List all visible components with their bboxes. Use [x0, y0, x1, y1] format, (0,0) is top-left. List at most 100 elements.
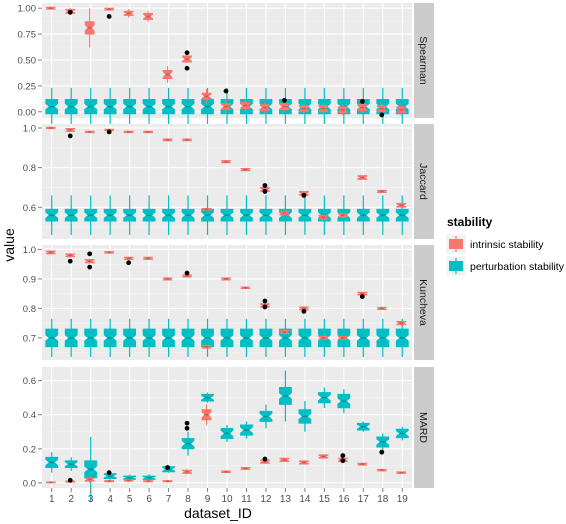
intrinsic-box-5 [123, 9, 134, 18]
intrinsic-box-7 [162, 138, 173, 142]
intrinsic-box-4 [104, 470, 115, 483]
perturbation-box-14 [298, 195, 312, 236]
outlier-point [87, 264, 93, 270]
intrinsic-box-10 [221, 277, 231, 281]
perturbation-box-2 [64, 318, 78, 358]
intrinsic-box-15 [318, 103, 329, 114]
facet-strip [414, 124, 434, 239]
perturbation-box-3 [84, 318, 98, 358]
intrinsic-box-8 [182, 138, 192, 142]
facet-strip [414, 367, 434, 488]
perturbation-box-5 [123, 195, 137, 236]
outlier-point [184, 425, 190, 431]
outlier-point [184, 420, 190, 426]
perturbation-box-4 [103, 318, 117, 358]
x-tick-label: 7 [166, 494, 172, 505]
intrinsic-box-19 [396, 104, 407, 115]
perturbation-box-11 [240, 195, 253, 236]
intrinsic-box-12 [260, 101, 270, 114]
outlier-point [223, 88, 229, 94]
perturbation-box-2 [64, 457, 78, 471]
intrinsic-box-6 [143, 130, 154, 134]
outlier-point [282, 97, 287, 103]
x-axis-label: dataset_ID [184, 505, 252, 521]
perturbation-box-6 [142, 318, 156, 358]
intrinsic-box-3 [84, 476, 95, 483]
intrinsic-box-1 [45, 481, 56, 484]
intrinsic-box-2 [65, 127, 76, 139]
intrinsic-box-18 [376, 103, 387, 118]
legend-label: intrinsic stability [470, 239, 544, 251]
perturbation-box-5 [123, 318, 137, 358]
x-tick-label: 5 [127, 494, 133, 505]
perturbation-box-4 [103, 87, 117, 126]
facet-strip [414, 245, 434, 360]
intrinsic-box-11 [240, 466, 251, 470]
y-tick-label: 0.6 [23, 203, 36, 214]
intrinsic-box-3 [84, 8, 95, 48]
perturbation-box-16 [337, 389, 351, 414]
intrinsic-box-8 [182, 420, 192, 475]
intrinsic-box-8 [182, 270, 192, 278]
perturbation-box-6 [142, 474, 156, 482]
facet-strip-label: Spearman [417, 36, 429, 85]
intrinsic-box-18 [376, 306, 387, 310]
y-tick-label: 0.8 [23, 163, 36, 174]
perturbation-box-9 [201, 318, 214, 358]
intrinsic-box-7 [162, 465, 173, 483]
outlier-point [340, 458, 346, 464]
perturbation-box-1 [45, 87, 59, 126]
x-tick-label: 9 [205, 494, 211, 505]
outlier-point [106, 129, 112, 135]
outlier-point [67, 477, 73, 483]
outlier-point [67, 9, 73, 15]
intrinsic-box-17 [357, 99, 368, 113]
intrinsic-box-13 [279, 97, 290, 112]
outlier-point [340, 453, 346, 459]
facet-jaccard: 0.6 0.8 1.0 Jaccard [23, 123, 434, 239]
intrinsic-box-12 [260, 298, 270, 310]
x-tick-label: 16 [338, 494, 350, 505]
perturbation-box-8 [181, 431, 195, 456]
perturbation-box-10 [220, 424, 234, 442]
perturbation-box-18 [376, 318, 390, 358]
perturbation-box-14 [298, 318, 312, 358]
y-tick-label: 0.0 [23, 478, 36, 489]
intrinsic-box-1 [45, 250, 56, 255]
outlier-point [301, 192, 307, 198]
legend-key-box [449, 261, 463, 271]
x-tick-label: 12 [260, 494, 272, 505]
intrinsic-box-14 [298, 191, 309, 198]
intrinsic-box-6 [143, 480, 154, 483]
intrinsic-box-14 [298, 103, 309, 114]
intrinsic-box-15 [318, 454, 329, 459]
perturbation-box-11 [240, 318, 253, 358]
perturbation-box-17 [356, 421, 370, 432]
y-tick-label: 1.00 [18, 4, 37, 15]
y-tick-label: 1.0 [23, 245, 36, 256]
perturbation-box-12 [259, 318, 273, 358]
y-tick-label: 0.6 [23, 376, 36, 387]
outlier-point [184, 270, 190, 276]
outlier-point [67, 258, 73, 264]
perturbation-box-19 [395, 195, 409, 236]
intrinsic-box-3 [84, 251, 95, 270]
intrinsic-box-1 [45, 126, 56, 130]
perturbation-box-8 [181, 318, 195, 358]
perturbation-box-6 [142, 195, 156, 236]
outlier-point [262, 304, 268, 310]
x-tick-label: 18 [377, 494, 389, 505]
intrinsic-box-15 [318, 214, 329, 220]
intrinsic-box-5 [123, 256, 134, 266]
legend: stability intrinsic stability perturbatio… [445, 215, 565, 277]
perturbation-box-9 [201, 392, 214, 403]
intrinsic-box-16 [337, 104, 348, 115]
x-tick-label: 4 [107, 494, 113, 505]
intrinsic-box-17 [357, 291, 368, 300]
perturbation-box-6 [142, 87, 156, 126]
outlier-point [87, 251, 93, 257]
intrinsic-box-11 [240, 99, 251, 112]
intrinsic-box-17 [357, 462, 368, 466]
perturbation-box-14 [298, 401, 312, 432]
